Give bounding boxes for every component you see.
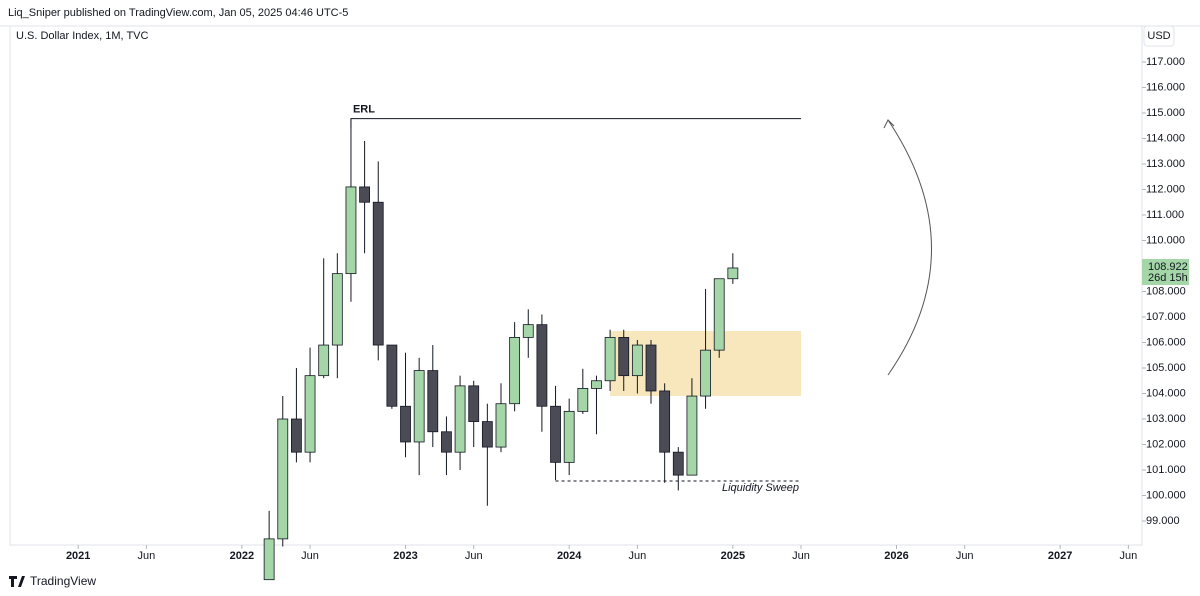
publisher: Liq_Sniper published on TradingView.com,… [8, 7, 348, 19]
y-tick-label: 103.000 [1146, 413, 1186, 425]
y-tick-label: 104.000 [1146, 387, 1186, 399]
candle-body [618, 336, 630, 377]
x-tick-label: 2023 [393, 550, 417, 562]
candle-body [563, 410, 575, 463]
candle-body [509, 336, 521, 405]
candle-body [400, 405, 411, 443]
y-tick-label: 99.000 [1146, 515, 1180, 527]
y-tick-label: 111.000 [1146, 209, 1184, 221]
candle-body [700, 349, 711, 397]
candle-body [672, 451, 684, 476]
candle-body [277, 418, 289, 540]
candle-body [454, 385, 466, 453]
arrow-head [883, 119, 895, 129]
arrow [887, 119, 932, 376]
erl-label: ERL [353, 103, 375, 115]
x-tick-label: Jun [138, 550, 156, 562]
candle-body [359, 186, 371, 203]
x-tick-label: 2021 [66, 550, 90, 562]
chart-title: U.S. Dollar Index, 1M, TVC [16, 30, 149, 42]
candle-body [331, 273, 343, 346]
y-tick-label: 107.000 [1146, 311, 1186, 323]
last-price: 108.922 [1148, 261, 1188, 273]
candle-body [713, 278, 725, 351]
x-tick-label: Jun [956, 550, 974, 562]
y-tick-label: 100.000 [1146, 489, 1186, 501]
candle-body [686, 395, 698, 476]
candle-body [468, 385, 480, 422]
candle-body [304, 375, 316, 453]
x-tick-label: 2027 [1048, 550, 1072, 562]
y-tick-label: 106.000 [1146, 336, 1186, 348]
candle-body [413, 370, 425, 443]
currency-box [1143, 25, 1175, 47]
last-price-box [1142, 258, 1189, 285]
candle-body [495, 403, 507, 448]
candle-body [577, 388, 589, 412]
currency: USD [1147, 30, 1170, 42]
x-tick-label: Jun [465, 550, 483, 562]
y-tick-label: 108.000 [1146, 285, 1186, 297]
candle-body [522, 324, 534, 338]
candle-body [291, 418, 302, 453]
y-tick-label: 112.000 [1146, 183, 1185, 195]
candle-body [536, 324, 548, 407]
y-tick-label: 113.000 [1146, 158, 1185, 170]
countdown: 26d 15h [1148, 272, 1188, 284]
x-tick-label: 2025 [721, 550, 745, 562]
candle-body [481, 421, 493, 448]
candle-body [550, 405, 561, 463]
footer-logo [9, 576, 25, 587]
candle-body [386, 344, 398, 407]
y-tick-label: 117.000 [1146, 56, 1185, 68]
candle-body [441, 431, 452, 453]
candle-body [604, 336, 616, 382]
footer: TradingView [30, 574, 96, 588]
y-tick-label: 115.000 [1146, 107, 1185, 119]
candle-body [372, 201, 384, 346]
candle-body [631, 344, 643, 377]
x-tick-label: Jun [1119, 550, 1137, 562]
candle-body [318, 344, 330, 377]
candle-body [345, 186, 357, 275]
candle-body [263, 538, 275, 581]
x-tick-label: 2026 [884, 550, 908, 562]
candle-body [427, 370, 439, 433]
y-tick-label: 105.000 [1146, 362, 1186, 374]
candle-body [727, 267, 739, 280]
y-tick-label: 110.000 [1146, 234, 1185, 246]
x-tick-label: Jun [301, 550, 319, 562]
plot-frame [9, 25, 1143, 546]
x-tick-label: 2022 [230, 550, 254, 562]
x-tick-label: 2024 [557, 550, 582, 562]
x-tick-label: Jun [792, 550, 810, 562]
y-tick-label: 102.000 [1146, 438, 1186, 450]
x-tick-label: Jun [628, 550, 646, 562]
candle-body [659, 390, 671, 453]
y-tick-label: 116.000 [1146, 81, 1185, 93]
sweep-label: Liquidity Sweep [722, 482, 799, 494]
y-tick-label: 101.000 [1146, 464, 1186, 476]
y-tick-label: 114.000 [1146, 132, 1185, 144]
candle-body [591, 380, 602, 389]
candle-body [645, 344, 657, 392]
